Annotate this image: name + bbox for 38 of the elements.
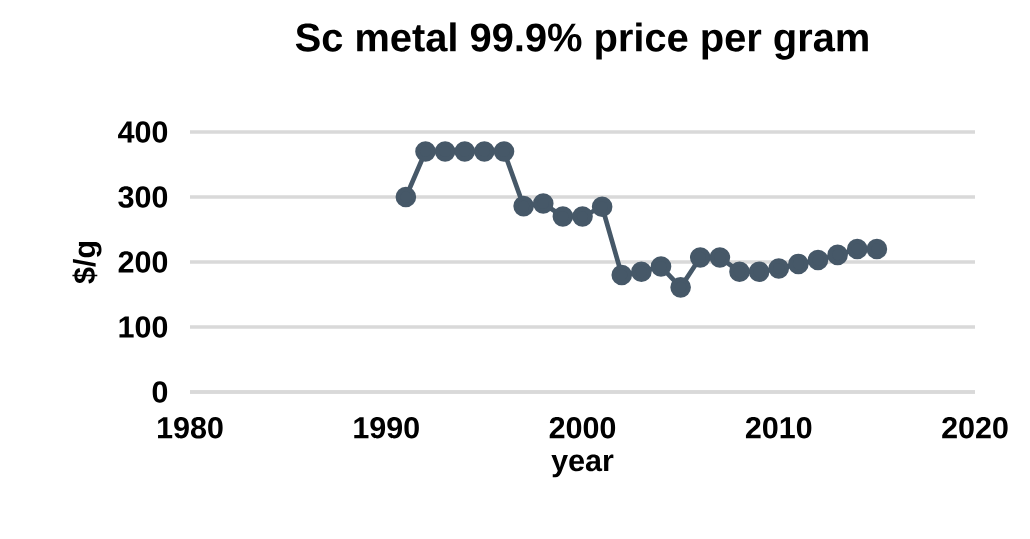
x-tick-label: 1990 bbox=[354, 416, 419, 439]
point bbox=[434, 141, 456, 162]
point bbox=[650, 256, 672, 277]
x-tick-label: 2010 bbox=[745, 416, 812, 439]
x-tick-label: 2000 bbox=[549, 416, 616, 439]
point bbox=[572, 206, 593, 227]
point bbox=[631, 261, 652, 283]
x-tick-label: 2020 bbox=[942, 416, 1008, 439]
point bbox=[552, 206, 574, 227]
point bbox=[689, 247, 711, 268]
y-tick-label: 200 bbox=[118, 251, 168, 273]
y-tick-label: 0 bbox=[152, 381, 168, 403]
point bbox=[454, 141, 476, 162]
point bbox=[788, 253, 809, 275]
point bbox=[748, 261, 770, 283]
point bbox=[866, 238, 888, 260]
y-tick-label: 100 bbox=[119, 316, 168, 338]
point bbox=[729, 261, 750, 283]
point bbox=[591, 196, 613, 218]
point bbox=[670, 277, 691, 298]
x-axis-title: year bbox=[551, 454, 614, 478]
y-tick-label: 400 bbox=[118, 121, 168, 143]
point bbox=[395, 186, 417, 208]
point bbox=[768, 258, 790, 279]
point bbox=[709, 247, 731, 268]
point bbox=[611, 264, 633, 286]
point bbox=[415, 141, 436, 162]
point bbox=[532, 193, 554, 214]
point bbox=[493, 141, 515, 162]
point bbox=[513, 195, 534, 217]
point bbox=[846, 238, 868, 260]
y-axis-title: $/g bbox=[72, 242, 102, 284]
point bbox=[827, 244, 848, 266]
y-tick-label: 300 bbox=[118, 186, 168, 208]
point bbox=[807, 249, 829, 271]
x-tick-label: 1980 bbox=[158, 416, 223, 439]
chart-title: Sc metal 99.9% price per gram bbox=[295, 22, 868, 60]
point bbox=[474, 141, 495, 162]
